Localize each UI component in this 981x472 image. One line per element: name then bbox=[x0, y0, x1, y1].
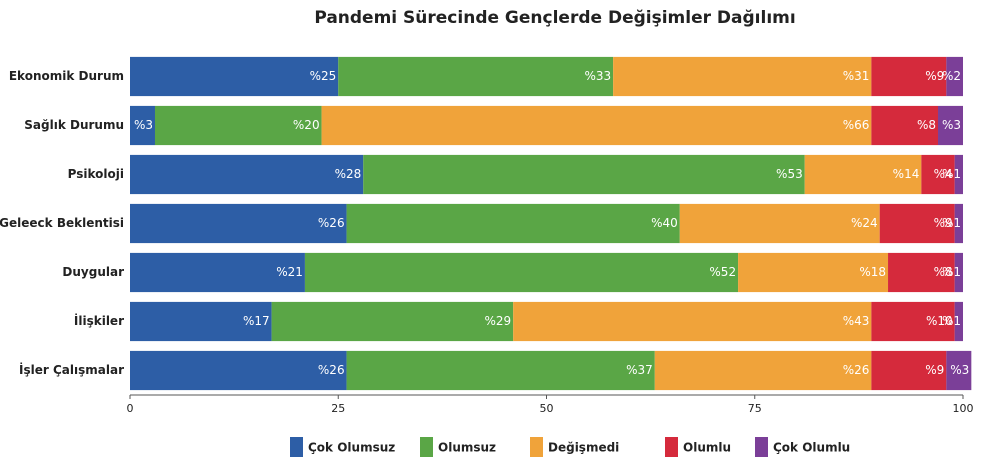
y-tick-label: Sağlık Durumu bbox=[24, 118, 124, 132]
bar-segment bbox=[321, 105, 872, 146]
value-label: %26 bbox=[843, 363, 870, 377]
value-label: %26 bbox=[318, 363, 345, 377]
legend-label: Olumsuz bbox=[438, 441, 496, 455]
bar-segment bbox=[130, 350, 347, 391]
value-label: %66 bbox=[843, 118, 870, 132]
value-label: %52 bbox=[709, 265, 736, 279]
x-tick-label: 25 bbox=[331, 402, 345, 415]
value-label: %33 bbox=[584, 69, 611, 83]
y-tick-label: Psikoloji bbox=[68, 167, 124, 181]
value-label: %37 bbox=[626, 363, 653, 377]
value-label: %21 bbox=[276, 265, 303, 279]
x-tick-label: 50 bbox=[540, 402, 554, 415]
value-label: %20 bbox=[293, 118, 320, 132]
legend-swatch bbox=[530, 437, 543, 457]
value-label: %9 bbox=[925, 363, 944, 377]
value-label: %3 bbox=[942, 118, 961, 132]
value-label: %9 bbox=[925, 69, 944, 83]
value-label: %14 bbox=[893, 167, 920, 181]
value-label: %9 bbox=[934, 216, 953, 230]
legend-swatch bbox=[420, 437, 433, 457]
bar-segment bbox=[954, 203, 963, 244]
bar-segment bbox=[130, 105, 155, 146]
bar-segment bbox=[271, 301, 514, 342]
bar-segment bbox=[879, 203, 955, 244]
y-tick-label: Ekonomik Durum bbox=[9, 69, 124, 83]
legend-swatch bbox=[755, 437, 768, 457]
bar-segment bbox=[946, 350, 972, 391]
legend-label: Değişmedi bbox=[548, 441, 619, 455]
legend-label: Çok Olumlu bbox=[773, 441, 850, 455]
legend-swatch bbox=[665, 437, 678, 457]
bar-segment bbox=[346, 203, 680, 244]
bar-segment bbox=[154, 105, 322, 146]
value-label: %1 bbox=[942, 314, 961, 328]
bar-segment bbox=[738, 252, 889, 293]
value-label: %53 bbox=[776, 167, 803, 181]
value-label: %18 bbox=[859, 265, 886, 279]
chart-title: Pandemi Sürecinde Gençlerde Değişimler D… bbox=[314, 8, 795, 28]
bar-segment bbox=[871, 56, 947, 97]
bar-segment bbox=[871, 105, 939, 146]
value-label: %25 bbox=[310, 69, 337, 83]
value-label: %43 bbox=[843, 314, 870, 328]
value-label: %24 bbox=[851, 216, 878, 230]
y-tick-label: İlişkiler bbox=[74, 313, 124, 328]
y-tick-label: Geleeck Beklentisi bbox=[0, 216, 124, 230]
y-tick-label: İşler Çalışmalar bbox=[19, 362, 124, 377]
value-label: %3 bbox=[950, 363, 969, 377]
bar-segment bbox=[130, 154, 364, 195]
bar-segment bbox=[338, 56, 614, 97]
bar-segment bbox=[363, 154, 805, 195]
bar-segment bbox=[954, 252, 963, 293]
value-label: %3 bbox=[134, 118, 153, 132]
value-label: %17 bbox=[243, 314, 270, 328]
bar-segment bbox=[654, 350, 872, 391]
bar-segment bbox=[871, 350, 947, 391]
bar-segment bbox=[921, 154, 955, 195]
bar-segment bbox=[613, 56, 872, 97]
value-label: %29 bbox=[485, 314, 512, 328]
y-tick-label: Duygular bbox=[62, 265, 124, 279]
bar-segment bbox=[130, 203, 347, 244]
bar-segment bbox=[346, 350, 655, 391]
value-label: %28 bbox=[335, 167, 362, 181]
value-label: %1 bbox=[942, 265, 961, 279]
bar-segment bbox=[871, 301, 955, 342]
bar-segment bbox=[679, 203, 880, 244]
bar-segment bbox=[804, 154, 922, 195]
x-tick-label: 75 bbox=[748, 402, 762, 415]
value-label: %31 bbox=[843, 69, 870, 83]
bar-segment bbox=[954, 154, 963, 195]
bar-segment bbox=[130, 56, 339, 97]
bar-segment bbox=[954, 301, 963, 342]
bar-segment bbox=[938, 105, 963, 146]
bar-segment bbox=[130, 301, 272, 342]
value-label: %1 bbox=[942, 216, 961, 230]
value-label: %2 bbox=[942, 69, 961, 83]
value-label: %4 bbox=[934, 167, 953, 181]
value-label: %8 bbox=[917, 118, 936, 132]
bar-segment bbox=[513, 301, 872, 342]
value-label: %40 bbox=[651, 216, 678, 230]
value-label: %8 bbox=[934, 265, 953, 279]
x-tick-label: 100 bbox=[953, 402, 974, 415]
x-tick-label: 0 bbox=[127, 402, 134, 415]
bar-segment bbox=[304, 252, 739, 293]
value-label: %26 bbox=[318, 216, 345, 230]
bar-segment bbox=[130, 252, 305, 293]
legend-label: Olumlu bbox=[683, 441, 731, 455]
bar-segment bbox=[888, 252, 955, 293]
value-label: %10 bbox=[926, 314, 953, 328]
legend-label: Çok Olumsuz bbox=[308, 441, 395, 455]
legend-swatch bbox=[290, 437, 303, 457]
bar-segment bbox=[946, 56, 963, 97]
value-label: %1 bbox=[942, 167, 961, 181]
